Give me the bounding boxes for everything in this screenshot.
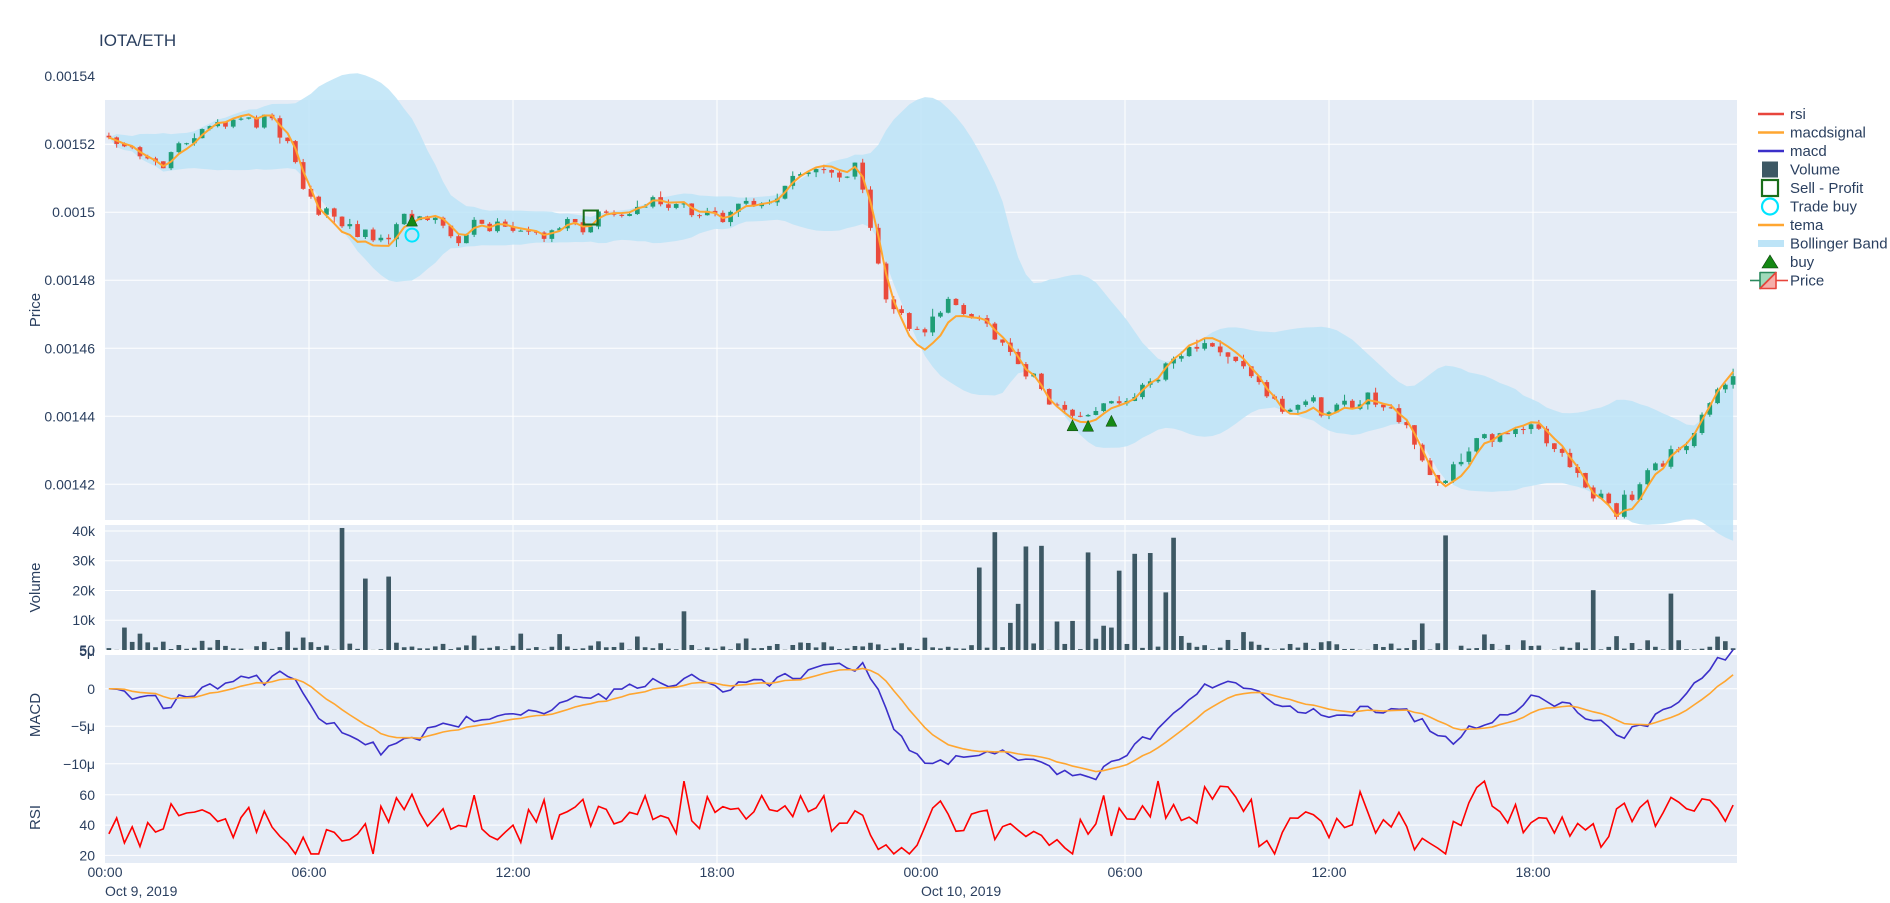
svg-text:Oct 10, 2019: Oct 10, 2019 — [921, 883, 1001, 899]
svg-text:Volume: Volume — [27, 562, 44, 612]
svg-text:60: 60 — [79, 787, 95, 803]
svg-text:Sell - Profit: Sell - Profit — [1790, 180, 1864, 197]
svg-text:macdsignal: macdsignal — [1790, 125, 1866, 142]
svg-text:0.00146: 0.00146 — [44, 340, 95, 356]
svg-text:Volume: Volume — [1790, 162, 1840, 179]
svg-text:06:00: 06:00 — [1107, 864, 1142, 880]
svg-text:buy: buy — [1790, 254, 1815, 271]
svg-text:MACD: MACD — [27, 693, 44, 737]
svg-text:12:00: 12:00 — [1311, 864, 1346, 880]
svg-text:RSI: RSI — [27, 805, 44, 830]
svg-text:06:00: 06:00 — [291, 864, 326, 880]
svg-text:18:00: 18:00 — [699, 864, 734, 880]
svg-text:Trade buy: Trade buy — [1790, 199, 1857, 216]
svg-text:Bollinger Band: Bollinger Band — [1790, 236, 1888, 253]
svg-text:00:00: 00:00 — [87, 864, 122, 880]
svg-text:18:00: 18:00 — [1515, 864, 1550, 880]
svg-text:20k: 20k — [72, 583, 96, 599]
svg-text:40k: 40k — [72, 523, 96, 539]
svg-text:0: 0 — [87, 681, 95, 697]
svg-text:20: 20 — [79, 847, 95, 863]
svg-text:10k: 10k — [72, 612, 96, 628]
svg-text:0.00154: 0.00154 — [44, 68, 95, 84]
svg-text:0.00148: 0.00148 — [44, 272, 95, 288]
svg-text:tema: tema — [1790, 217, 1824, 234]
svg-text:12:00: 12:00 — [495, 864, 530, 880]
svg-text:5μ: 5μ — [79, 643, 95, 659]
svg-text:00:00: 00:00 — [903, 864, 938, 880]
svg-text:30k: 30k — [72, 553, 96, 569]
svg-text:rsi: rsi — [1790, 106, 1806, 123]
svg-text:0.00144: 0.00144 — [44, 408, 95, 424]
svg-text:40: 40 — [79, 817, 95, 833]
svg-text:0.00152: 0.00152 — [44, 136, 95, 152]
svg-text:Price: Price — [1790, 273, 1824, 290]
svg-text:−5μ: −5μ — [71, 718, 95, 734]
svg-text:Oct 9, 2019: Oct 9, 2019 — [105, 883, 178, 899]
svg-text:−10μ: −10μ — [63, 756, 95, 772]
svg-text:0.0015: 0.0015 — [52, 204, 95, 220]
svg-text:macd: macd — [1790, 143, 1827, 160]
svg-text:Price: Price — [27, 293, 44, 327]
svg-text:0.00142: 0.00142 — [44, 476, 95, 492]
